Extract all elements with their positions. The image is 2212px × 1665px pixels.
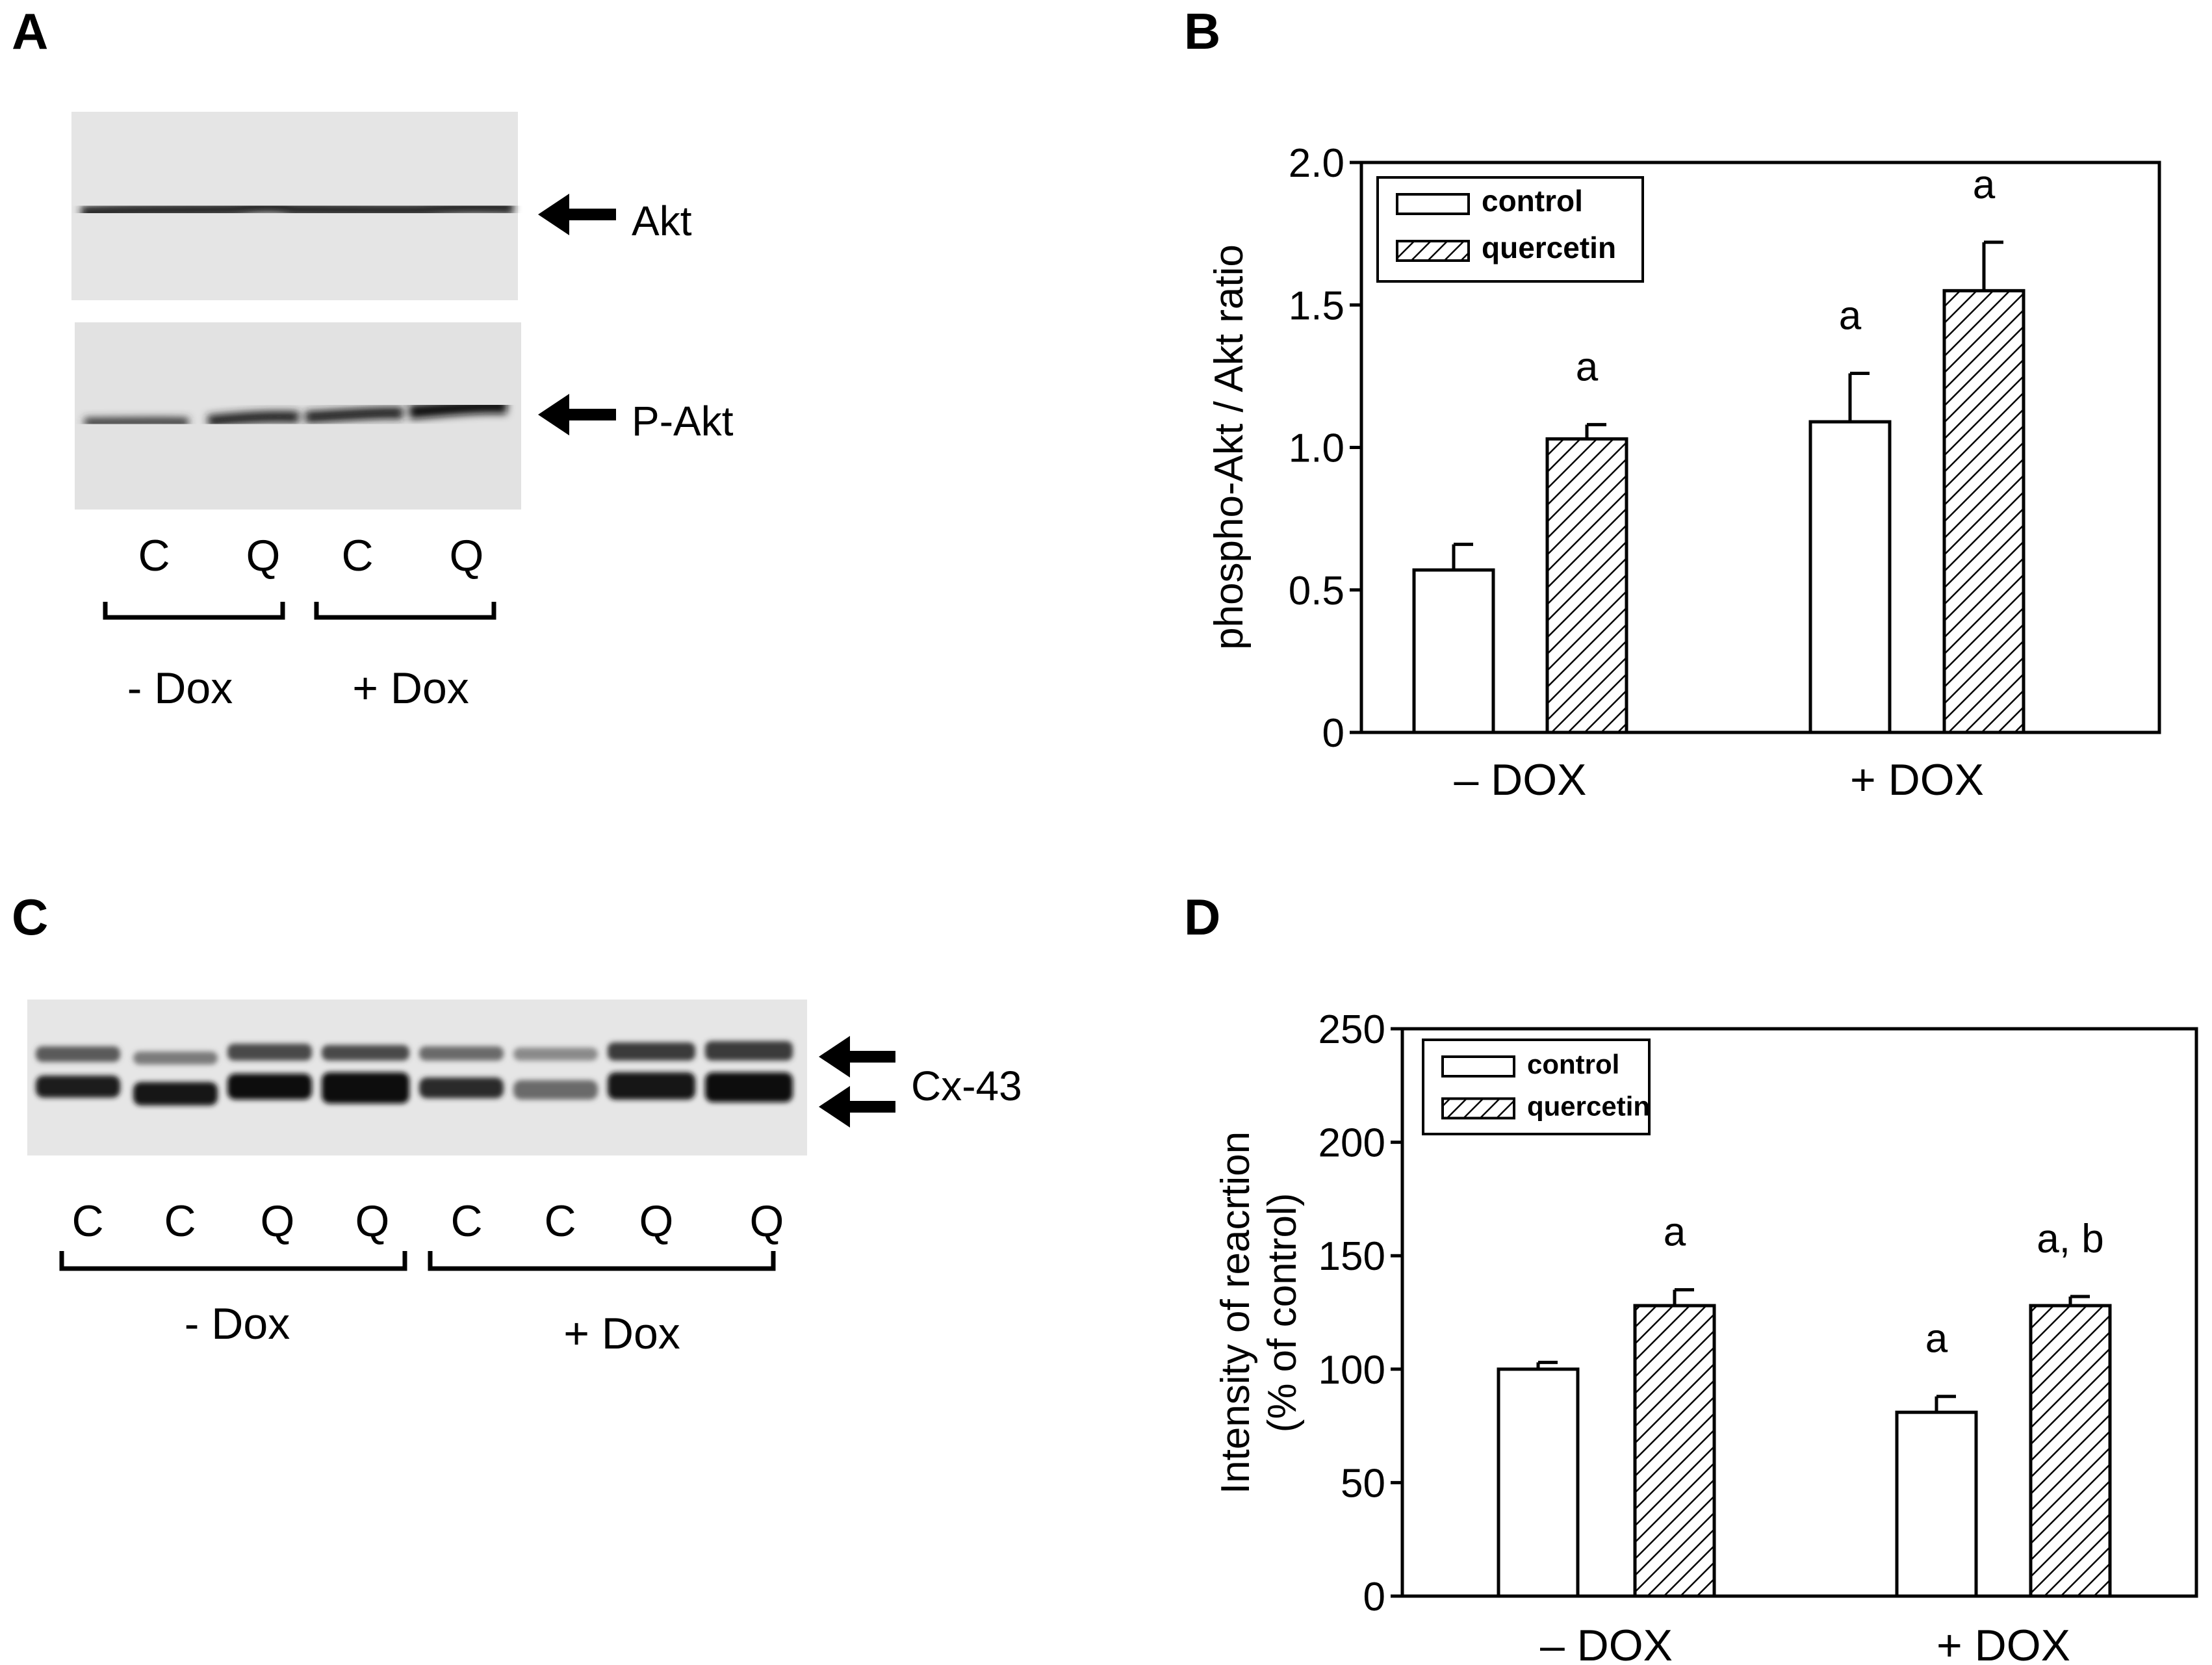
plot-frame [1400,1027,2198,1598]
lane-label: C [341,531,373,580]
lane-label: Q [355,1196,390,1246]
legend-swatch-control [1396,193,1470,215]
group-bracket [103,602,285,620]
akt-arrow [538,194,616,235]
legend-label-control: control [1527,1049,1619,1079]
legend-label-quercetin: quercetin [1527,1091,1650,1122]
akt-band-label: Akt [632,198,692,244]
lane-label: Q [261,1196,295,1246]
y-tick-label: 250 [1318,1007,1385,1052]
group-label: + Dox [563,1309,680,1358]
panel-label-d: D [1184,888,1220,946]
y-axis-label-line: Intensity of reacrtion [1213,1131,1258,1494]
bar-control [1412,568,1495,734]
panel-label-a: A [12,3,48,60]
group-label: - Dox [185,1299,290,1349]
bar-quercetin [1545,437,1628,734]
lane-label: Q [450,531,484,580]
significance-annotation: a [1839,293,1862,338]
legend-label-control: control [1482,184,1583,218]
y-axis-label: phospho-Akt / Akt ratio [1207,244,1252,650]
panel-c-western-blot: C [12,888,1022,1358]
y-tick-label: 2.0 [1289,141,1344,186]
cx43-arrow-lower [819,1086,895,1128]
bar-quercetin [1942,289,2026,734]
bar-quercetin [1633,1304,1716,1598]
legend-swatch-quercetin [1441,1097,1515,1120]
bar-control [1497,1367,1580,1598]
y-tick-label: 150 [1318,1234,1385,1279]
y-tick-label: 100 [1318,1348,1385,1393]
lane-label: C [164,1196,196,1246]
legend: control quercetin [1376,176,1644,283]
lane-label: C [71,1196,103,1246]
significance-annotation: a [1664,1210,1686,1255]
y-tick-label: 1.0 [1289,426,1344,471]
p-akt-blot-image [75,322,521,510]
lane-label: C [450,1196,482,1246]
significance-annotation: a [1973,162,1996,207]
y-tick-label: 1.5 [1289,283,1344,328]
y-tick-label: 0 [1322,711,1344,756]
legend-label-quercetin: quercetin [1482,231,1616,265]
legend-swatch-control [1441,1055,1515,1078]
cx43-band-label: Cx-43 [911,1063,1022,1109]
legend: control quercetin [1422,1039,1651,1135]
lane-label: Q [639,1196,674,1246]
significance-annotation: a, b [2037,1217,2103,1261]
x-category-label: – DOX [1540,1621,1673,1665]
lane-label: Q [750,1196,784,1246]
bar-quercetin [2029,1304,2112,1598]
panel-a-western-blot: A Akt P-Akt C [12,3,734,713]
y-axis-label-line: (% of control) [1260,1193,1305,1433]
x-category-label: + DOX [1936,1621,2070,1665]
chart-d-cx43-intensity: 0 50 100 150 200 250 Intensity of reacrtion(% … [1213,1007,2198,1665]
legend-swatch-quercetin [1396,240,1470,262]
y-tick-label: 50 [1341,1461,1385,1506]
group-bracket [428,1251,776,1271]
y-tick-label: 200 [1318,1121,1385,1166]
x-category-label: – DOX [1454,755,1586,805]
group-label: + Dox [352,664,469,713]
bar-control [1895,1410,1978,1598]
group-bracket [314,602,496,620]
y-axis-label-line: phospho-Akt / Akt ratio [1207,244,1252,650]
group-label: - Dox [127,664,233,713]
lane-label: C [138,531,170,580]
y-tick-label: 0 [1363,1575,1385,1620]
cx43-blot-image [27,1000,807,1155]
akt-blot-image [71,112,518,300]
y-axis-label: Intensity of reacrtion(% of control) [1213,1131,1305,1494]
panel-label-b: B [1184,3,1220,60]
significance-annotation: a [1925,1317,1948,1362]
p-akt-arrow [538,394,616,435]
bar-control [1808,420,1892,734]
chart-b-phospho-akt-ratio: 0 0.5 1.0 1.5 2.0 phospho-Akt / Akt ratio – DO… [1207,141,2161,805]
lane-label: Q [246,531,281,580]
significance-annotation: a [1576,344,1599,389]
lane-label: C [544,1196,576,1246]
p-akt-band-label: P-Akt [632,398,734,445]
group-bracket [59,1251,407,1271]
panel-label-c: C [12,888,48,946]
cx43-arrow-upper [819,1036,895,1078]
y-tick-label: 0.5 [1289,569,1344,613]
x-category-label: + DOX [1850,755,1984,805]
